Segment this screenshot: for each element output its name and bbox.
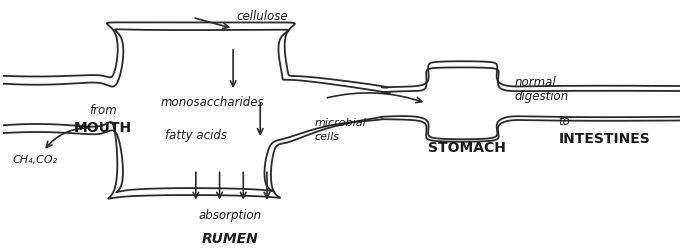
Text: CH₄,CO₂: CH₄,CO₂ bbox=[13, 155, 58, 165]
Text: STOMACH: STOMACH bbox=[428, 141, 506, 155]
Text: MOUTH: MOUTH bbox=[74, 121, 132, 135]
Text: cellulose: cellulose bbox=[236, 10, 288, 23]
Text: normal: normal bbox=[514, 76, 556, 88]
Text: INTESTINES: INTESTINES bbox=[558, 132, 650, 146]
Text: fatty acids: fatty acids bbox=[165, 130, 227, 142]
Text: digestion: digestion bbox=[514, 90, 568, 103]
Text: microbial: microbial bbox=[314, 118, 366, 128]
Text: to: to bbox=[558, 115, 570, 128]
Text: cells: cells bbox=[314, 133, 339, 142]
Text: RUMEN: RUMEN bbox=[201, 232, 258, 246]
Text: absorption: absorption bbox=[198, 209, 262, 222]
Text: from: from bbox=[89, 104, 117, 117]
Text: monosaccharides: monosaccharides bbox=[161, 96, 264, 109]
